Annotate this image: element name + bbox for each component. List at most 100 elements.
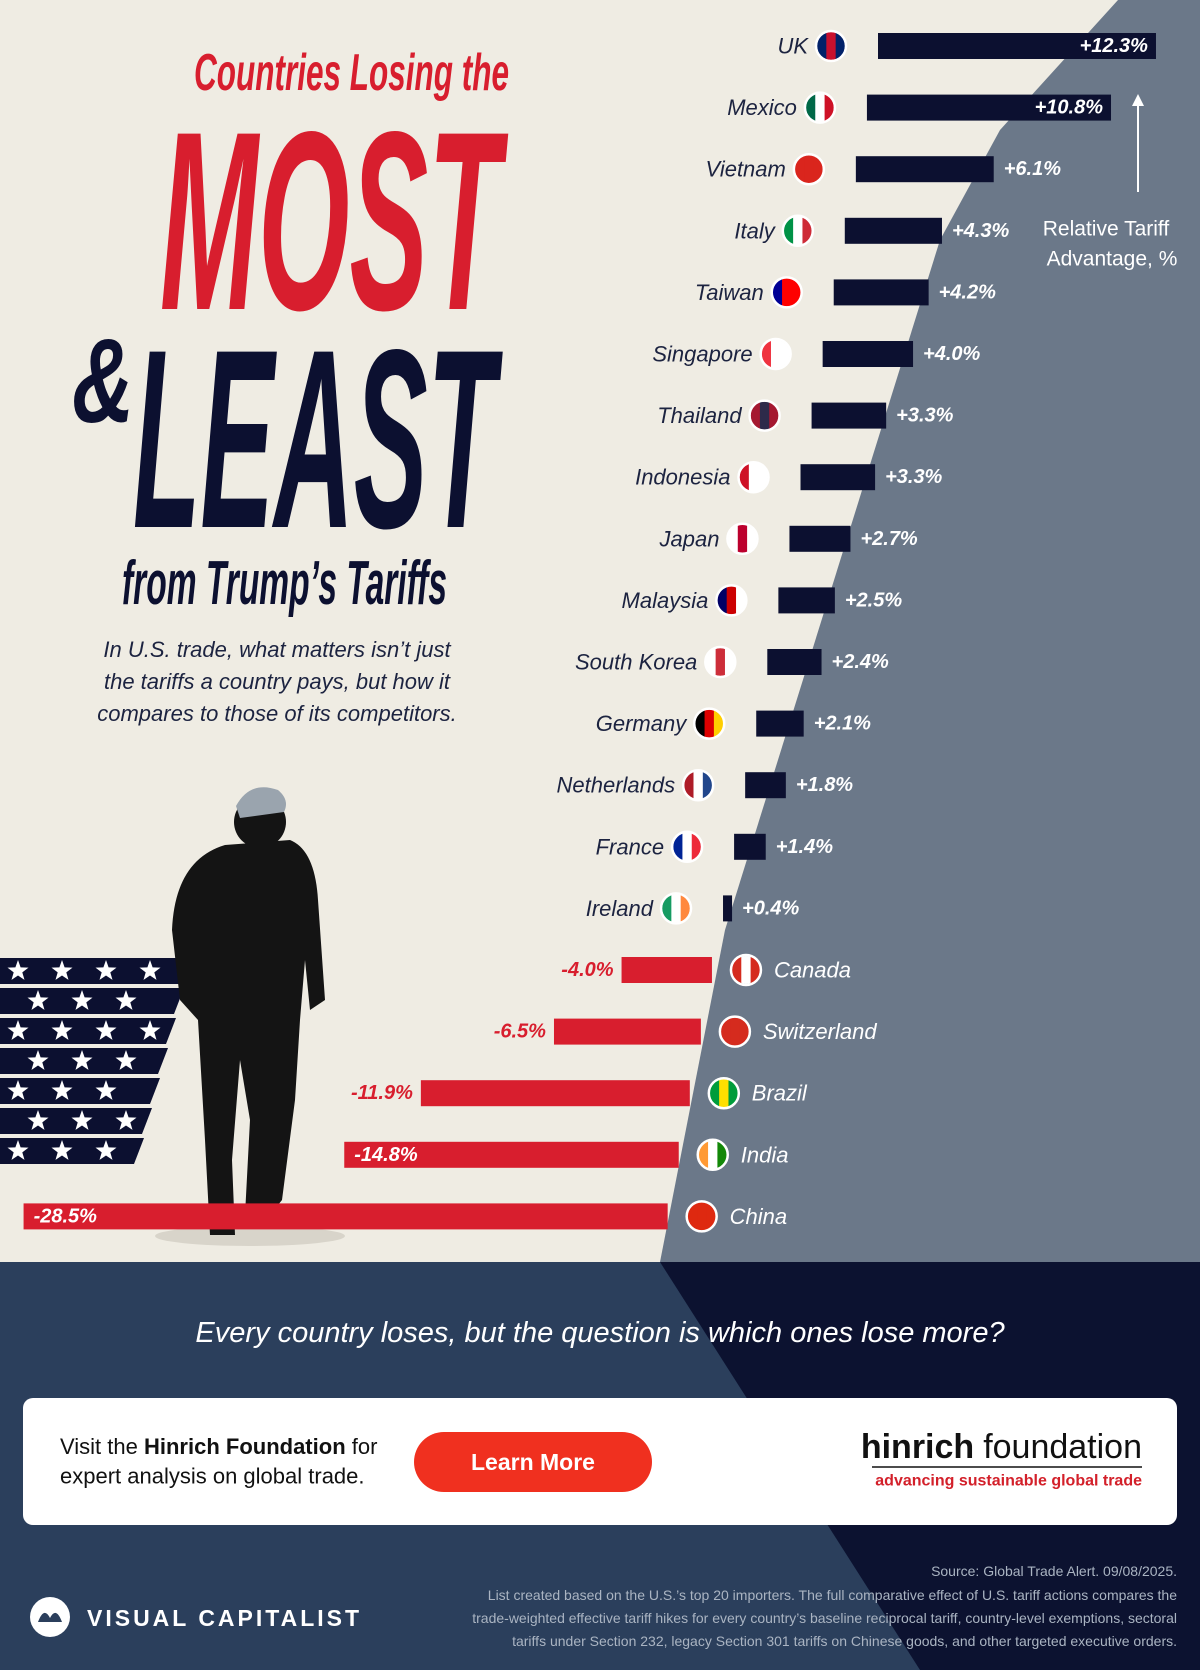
flag-stripe [739, 463, 750, 492]
flag-stripe [736, 586, 746, 615]
flag-stripe [698, 1140, 709, 1169]
note-line: trade-weighted effective tariff hikes fo… [472, 1610, 1177, 1626]
flag [662, 894, 691, 923]
logo-word: foundation [983, 1428, 1142, 1466]
bar [833, 279, 929, 306]
flag-stripe [708, 1140, 718, 1169]
cta-text: expert analysis on global trade. [60, 1464, 365, 1489]
flag-stripe [759, 401, 770, 430]
flag-stripe [728, 524, 739, 553]
value-label: +1.8% [796, 774, 853, 796]
title-line: Countries Losing the [194, 44, 509, 102]
flag [673, 832, 702, 861]
category-label: Brazil [752, 1081, 808, 1106]
flag-ring [814, 29, 848, 63]
flag-ring [685, 1200, 718, 1233]
flag-stripe [728, 1079, 738, 1108]
flag-stripe [815, 93, 826, 122]
category-label: Taiwan [695, 280, 764, 305]
flag-stripe [835, 32, 845, 60]
category-label: Malaysia [622, 588, 709, 613]
flag-stripe [782, 278, 792, 307]
flag-stripe [731, 956, 742, 984]
star [115, 1110, 137, 1130]
flag [817, 32, 845, 60]
button-shape[interactable] [414, 1432, 652, 1492]
category-label: UK [777, 34, 809, 59]
title-most: MOST [160, 79, 508, 364]
flag [805, 93, 834, 122]
flag [772, 278, 801, 307]
category-label: Germany [596, 711, 688, 736]
title-least: LEAST [133, 297, 503, 582]
star [95, 1080, 117, 1100]
flag-stripe [717, 1140, 727, 1169]
value-label: +2.1% [814, 713, 871, 735]
star [95, 1020, 117, 1040]
bar [344, 1141, 679, 1168]
flag-stripe [687, 1202, 698, 1231]
star [115, 990, 137, 1010]
flag [750, 401, 779, 430]
category-label: Singapore [652, 342, 752, 367]
axis-annotation: Relative Tariff Advantage, % [1043, 94, 1177, 271]
star [95, 960, 117, 980]
flag [684, 771, 713, 800]
bar [789, 525, 851, 552]
flag-band [0, 1138, 144, 1164]
button-label[interactable]: Learn More [471, 1449, 595, 1475]
brand-icon [30, 1597, 70, 1637]
value-label: +6.1% [1004, 158, 1061, 180]
learn-more-button[interactable]: Learn More [414, 1432, 652, 1492]
value-label: -11.9% [351, 1082, 413, 1104]
flag-stripe [706, 648, 717, 676]
flag-ring [692, 707, 726, 740]
tagline: Every country loses, but the question is… [195, 1317, 1005, 1349]
category-label: China [730, 1204, 787, 1229]
flag-stripe [826, 32, 837, 60]
value-label: -4.0% [561, 959, 613, 981]
category-label: Japan [658, 526, 719, 551]
flag-stripe [680, 894, 691, 923]
logo-word: hinrich [861, 1428, 974, 1466]
star [71, 1110, 93, 1130]
flag-ring [659, 892, 693, 925]
value-label: +3.3% [896, 405, 953, 427]
flag-band [0, 1078, 160, 1104]
flag-stripe [702, 771, 713, 800]
bar-chart: UK +12.3% Mexico +10.8% Vietnam +6.1% Italy +4.… [23, 29, 1156, 1233]
bar [745, 772, 786, 799]
flag [698, 1140, 727, 1169]
flag-ring [681, 768, 715, 802]
bar [767, 649, 822, 675]
flag-stripe [684, 771, 694, 800]
value-label: +0.4% [742, 897, 799, 919]
category-label: Italy [734, 218, 776, 243]
flag [717, 586, 746, 615]
flag [731, 956, 760, 984]
flag-stripe [791, 278, 801, 307]
category-label: Ireland [586, 896, 654, 921]
logo-tagline: advancing sustainable global trade [875, 1473, 1142, 1490]
gray-panel [660, 0, 1200, 1262]
hair [236, 787, 286, 818]
silhouette [172, 787, 325, 1235]
flag-stripe [715, 648, 726, 676]
cta-text-bold: Hinrich Foundation [144, 1434, 346, 1459]
star [51, 960, 73, 980]
flag-stripe [794, 155, 805, 184]
category-label: Indonesia [635, 465, 730, 490]
bar [822, 341, 914, 367]
bar [800, 464, 876, 491]
flag-stripe [772, 278, 783, 307]
brand-name: VISUAL CAPITALIST [87, 1605, 362, 1631]
flag-stripe [682, 832, 693, 861]
value-label: +2.5% [845, 589, 902, 611]
subtitle-line: the tariffs a country pays, but how it [104, 669, 451, 694]
flag-stripe [720, 1017, 731, 1046]
axis-label: Relative Tariff [1043, 218, 1170, 241]
flag-stripe [748, 463, 759, 492]
bar [420, 1080, 690, 1107]
flag-ring [704, 645, 737, 679]
